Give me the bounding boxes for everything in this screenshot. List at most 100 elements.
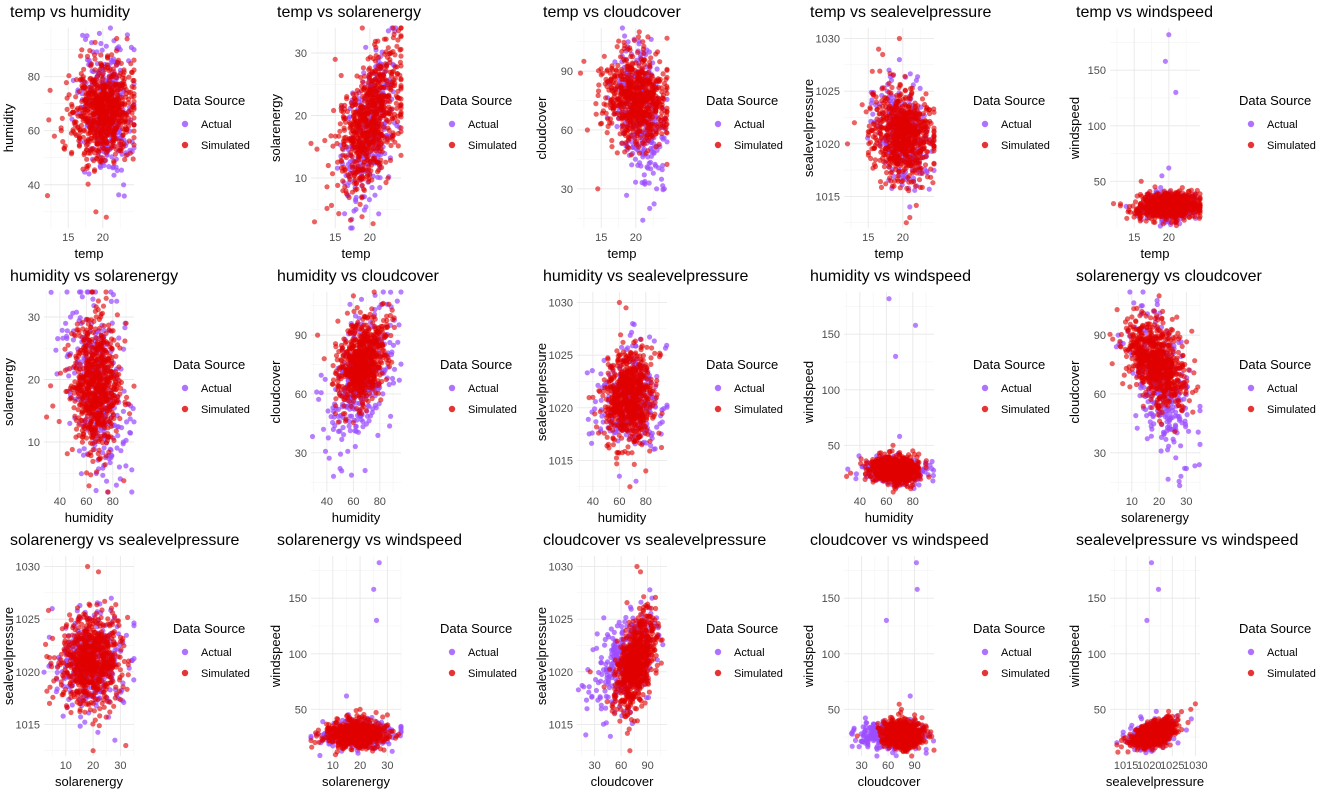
simulated-point <box>924 149 930 155</box>
simulated-point <box>398 129 404 135</box>
simulated-point <box>635 49 641 56</box>
simulated-point <box>624 128 630 134</box>
simulated-point <box>869 68 875 74</box>
simulated-point <box>926 107 932 113</box>
simulated-point <box>368 91 374 98</box>
simulated-point <box>640 83 646 90</box>
actual-point <box>121 182 127 188</box>
simulated-point <box>627 84 633 90</box>
simulated-point <box>325 162 331 169</box>
actual-point <box>659 167 665 173</box>
simulated-point <box>118 148 124 154</box>
simulated-point <box>356 138 362 144</box>
simulated-point <box>885 101 891 107</box>
simulated-point <box>642 138 648 144</box>
simulated-point <box>83 138 90 144</box>
simulated-point <box>884 170 890 176</box>
simulated-point <box>643 89 649 95</box>
simulated-point <box>383 36 389 42</box>
panel-title: temp vs cloudcover <box>543 4 682 21</box>
simulated-point <box>1179 185 1185 191</box>
simulated-point <box>126 74 132 80</box>
simulated-point <box>595 88 602 94</box>
simulated-point <box>379 133 386 139</box>
simulated-point <box>398 34 404 40</box>
simulated-point <box>622 43 628 49</box>
simulated-point <box>627 121 633 128</box>
simulated-point <box>873 125 879 131</box>
simulated-point <box>84 163 90 169</box>
simulated-point <box>870 90 876 96</box>
simulated-point <box>72 122 78 128</box>
simulated-point <box>398 125 404 131</box>
simulated-point <box>593 111 599 117</box>
points-layer <box>577 25 670 223</box>
simulated-point <box>887 175 893 181</box>
y-tick-label: 30 <box>295 48 307 60</box>
simulated-point <box>919 96 926 102</box>
simulated-point <box>362 73 368 79</box>
simulated-point <box>371 118 377 124</box>
simulated-point <box>360 186 367 192</box>
simulated-point <box>101 84 107 90</box>
simulated-point <box>87 48 93 54</box>
simulated-point <box>621 131 627 137</box>
simulated-point <box>125 115 131 121</box>
simulated-point <box>648 116 654 122</box>
legend-key-actual <box>714 120 722 128</box>
y-axis-label: solarenergy <box>268 94 283 162</box>
x-tick-label: 20 <box>630 232 642 244</box>
simulated-point <box>889 84 895 91</box>
simulated-point <box>890 72 897 78</box>
x-tick-label: 15 <box>329 232 341 244</box>
simulated-point <box>105 92 111 99</box>
simulated-point <box>69 149 75 155</box>
simulated-point <box>636 97 642 103</box>
simulated-point <box>378 72 384 78</box>
simulated-point <box>58 128 64 134</box>
simulated-point <box>118 118 124 124</box>
simulated-point <box>113 146 119 152</box>
simulated-point <box>357 121 363 127</box>
simulated-point <box>931 106 937 112</box>
actual-point <box>636 41 642 47</box>
simulated-point <box>604 130 610 136</box>
simulated-point <box>593 101 599 107</box>
simulated-point <box>92 56 98 62</box>
simulated-point <box>654 86 660 92</box>
simulated-point <box>584 127 590 133</box>
simulated-point <box>92 67 98 73</box>
simulated-point <box>122 156 128 163</box>
simulated-point <box>628 53 634 60</box>
simulated-point <box>877 179 884 185</box>
simulated-point <box>874 106 880 113</box>
simulated-point <box>635 34 642 40</box>
simulated-point <box>105 53 111 59</box>
simulated-point <box>928 120 934 126</box>
legend-label-simulated: Simulated <box>468 140 517 152</box>
simulated-point <box>632 126 638 132</box>
simulated-point <box>851 120 857 126</box>
simulated-point <box>385 175 391 181</box>
simulated-point <box>918 138 924 144</box>
legend-title: Data Source <box>440 93 512 108</box>
simulated-point <box>596 82 602 88</box>
simulated-point <box>614 150 620 156</box>
actual-point <box>369 184 375 191</box>
simulated-point <box>872 163 879 170</box>
simulated-point <box>80 166 86 172</box>
actual-point <box>372 192 378 198</box>
simulated-point <box>70 128 76 135</box>
simulated-point <box>619 122 626 128</box>
simulated-point <box>620 71 626 77</box>
simulated-point <box>622 58 628 64</box>
simulated-point <box>82 128 88 134</box>
simulated-point <box>114 35 120 42</box>
simulated-point <box>97 66 103 72</box>
actual-point <box>82 36 89 43</box>
simulated-point <box>901 166 907 173</box>
simulated-point <box>873 94 879 100</box>
simulated-point <box>603 110 609 116</box>
simulated-point <box>899 158 905 164</box>
legend-key-simulated <box>981 141 989 149</box>
